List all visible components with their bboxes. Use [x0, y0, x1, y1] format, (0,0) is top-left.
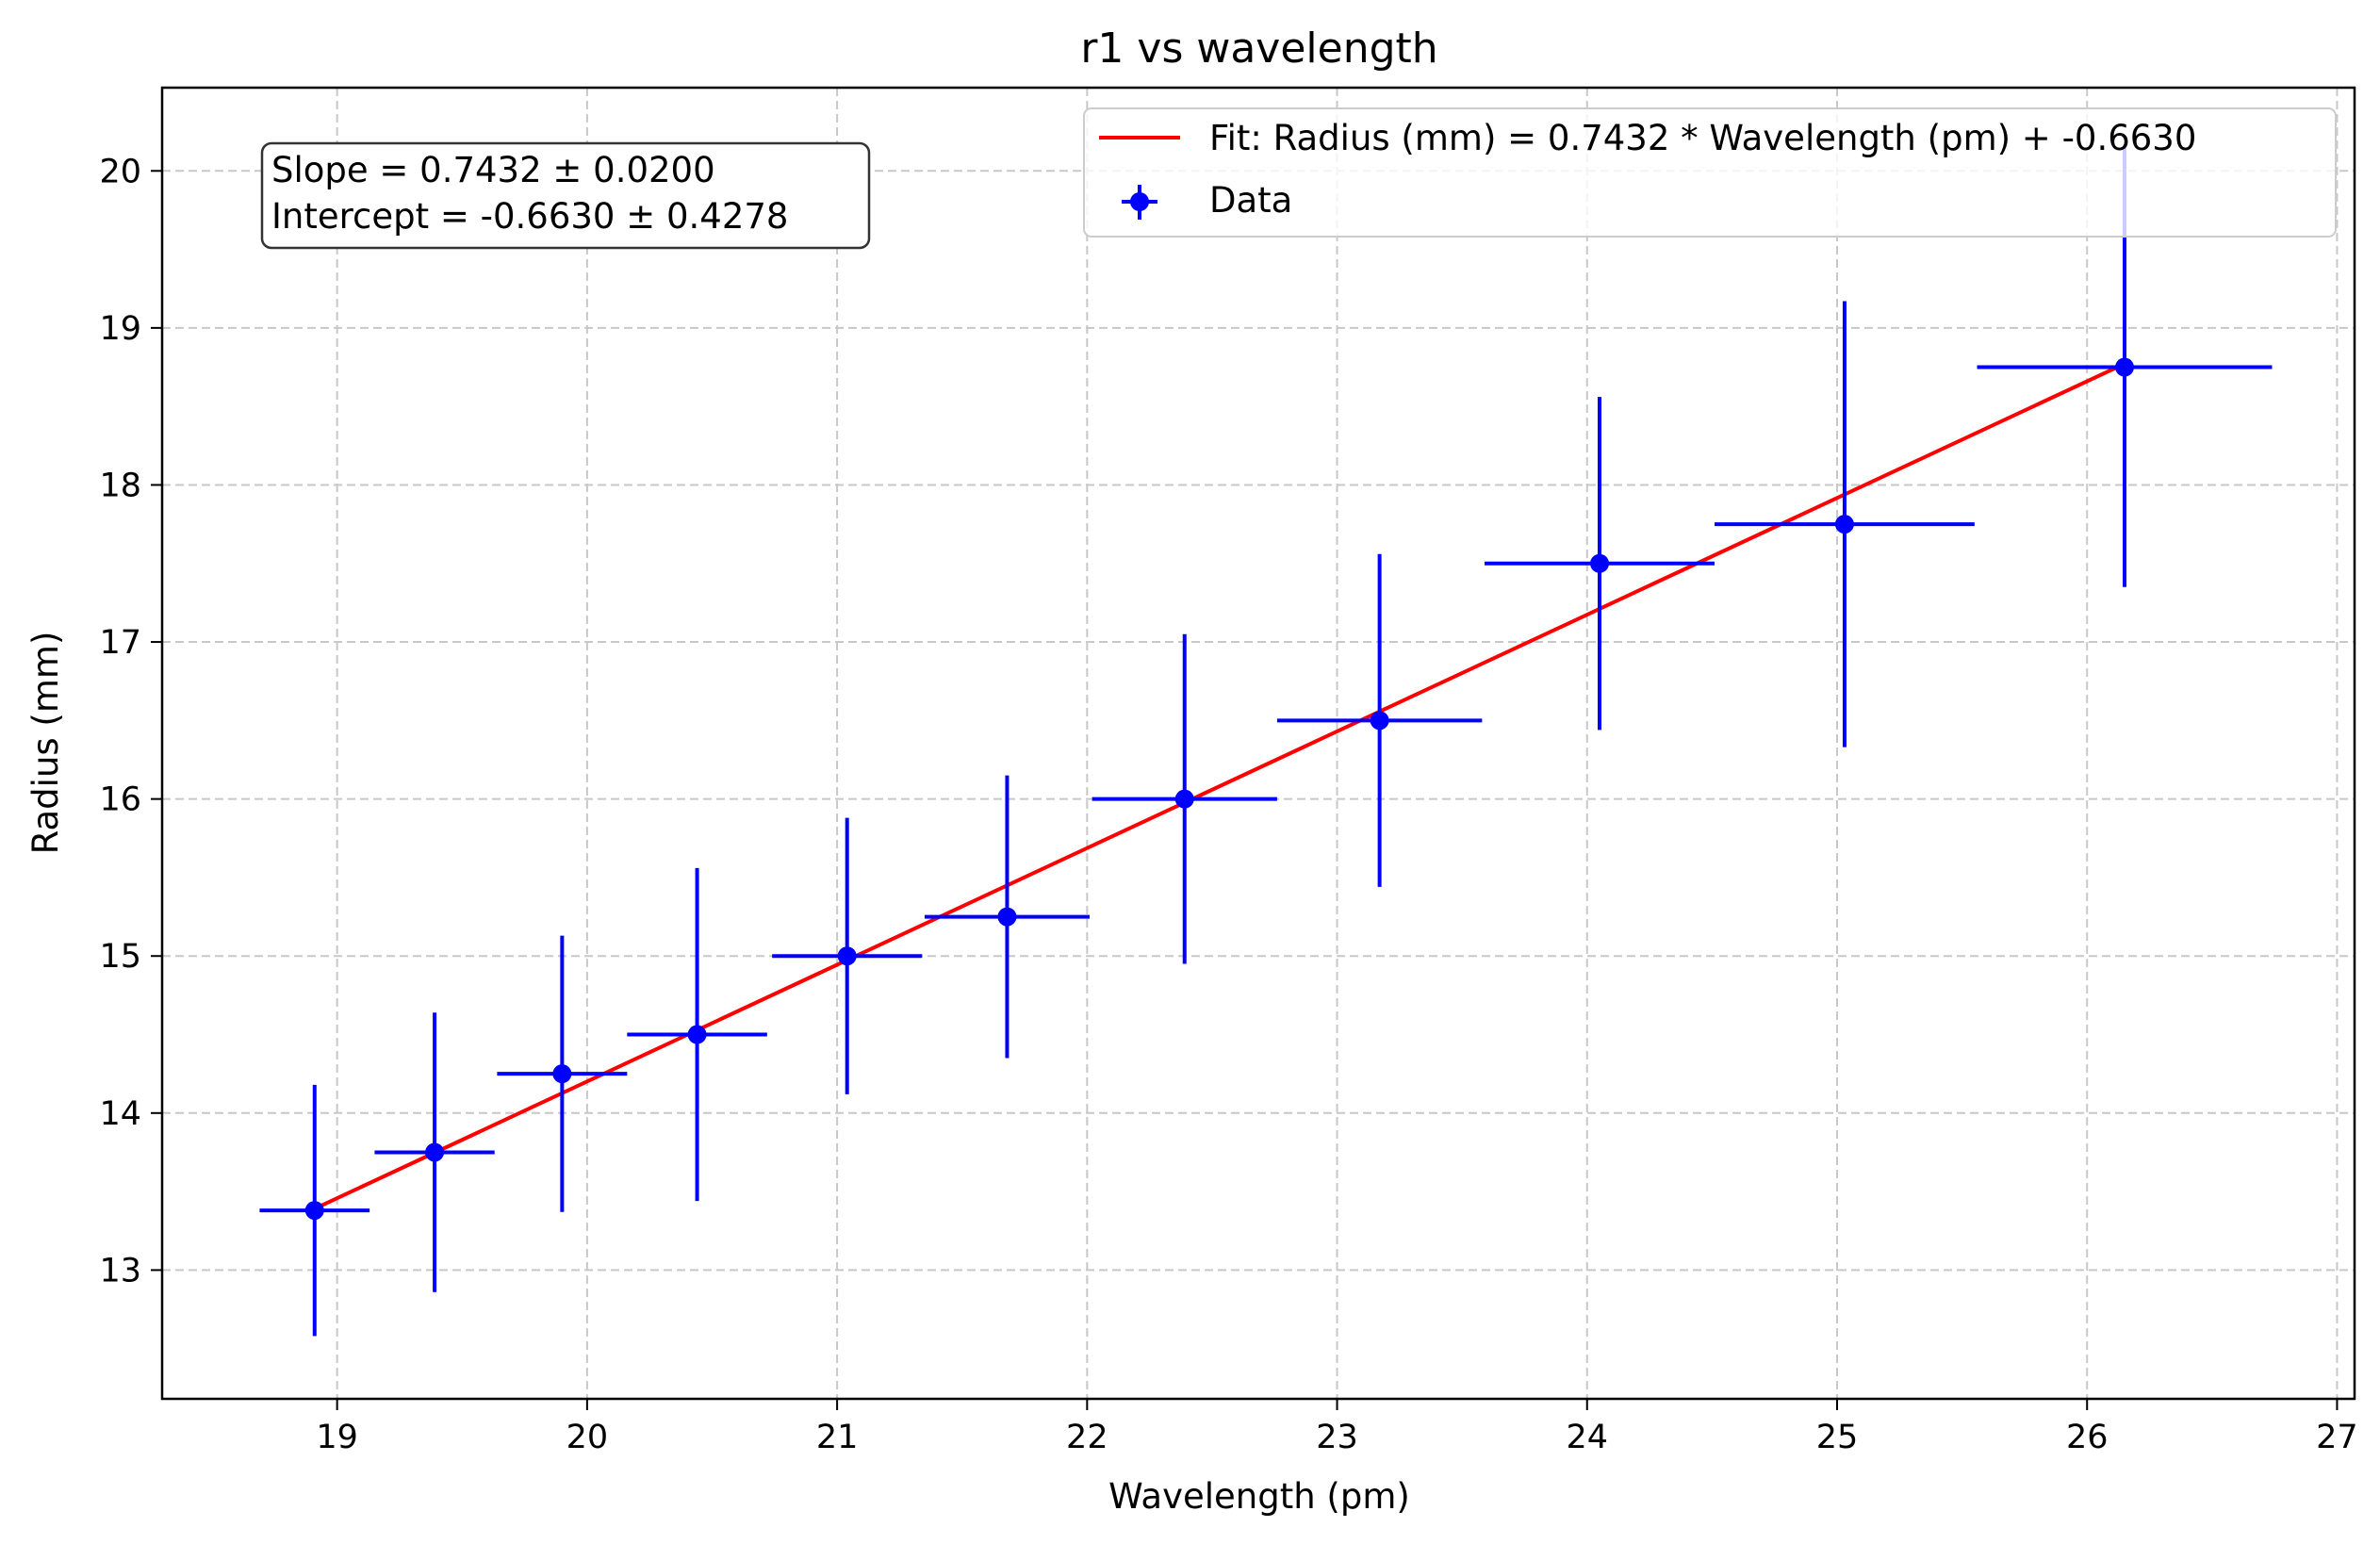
data-point — [1092, 633, 1277, 964]
data-marker — [687, 1025, 707, 1044]
legend-fit-label: Fit: Radius (mm) = 0.7432 * Wavelength (… — [1209, 118, 2196, 158]
x-tick-label: 26 — [2066, 1419, 2109, 1456]
x-tick-label: 23 — [1316, 1419, 1358, 1456]
y-tick-label: 17 — [99, 624, 141, 662]
y-tick-label: 14 — [99, 1095, 141, 1133]
x-tick-label: 24 — [1566, 1419, 1608, 1456]
x-tick-label: 19 — [316, 1419, 358, 1456]
y-tick-label: 19 — [99, 310, 141, 348]
data-point — [924, 775, 1090, 1059]
gridlines — [162, 88, 2355, 1399]
legend: Fit: Radius (mm) = 0.7432 * Wavelength (… — [1083, 107, 2337, 238]
stats-annotation-box — [260, 141, 871, 250]
data-marker — [997, 907, 1017, 927]
data-marker — [1590, 553, 1610, 573]
y-tick-label: 18 — [99, 467, 141, 504]
axis-ticks: 19 20 21 22 23 24 25 26 27 13 14 15 16 17 18 19 20 — [99, 153, 2357, 1456]
data-point — [1715, 301, 1975, 747]
y-tick-label: 16 — [99, 781, 141, 819]
y-tick-label: 13 — [99, 1252, 141, 1289]
data-marker — [1834, 515, 1854, 534]
data-marker — [425, 1142, 445, 1162]
x-tick-label: 20 — [566, 1419, 609, 1456]
data-point — [259, 1084, 370, 1337]
data-point — [497, 935, 628, 1212]
data-point — [374, 1012, 495, 1292]
legend-box — [1083, 107, 2337, 238]
x-axis-label: Wavelength (pm) — [1108, 1476, 1410, 1517]
data-point — [772, 817, 923, 1094]
legend-data-swatch — [1122, 185, 1157, 220]
stats-slope-text: Slope = 0.7432 ± 0.0200 — [271, 150, 715, 190]
data-marker — [304, 1201, 324, 1221]
x-tick-label: 27 — [2316, 1419, 2358, 1456]
fit-line — [313, 362, 2126, 1211]
y-tick-label: 15 — [99, 938, 141, 976]
data-marker — [2114, 357, 2134, 377]
stats-intercept-text: Intercept = -0.6630 ± 0.4278 — [271, 196, 788, 237]
x-tick-label: 25 — [1816, 1419, 1859, 1456]
plot-frame — [160, 86, 2356, 1401]
legend-data-label: Data — [1209, 180, 1292, 221]
data-point — [627, 867, 767, 1202]
data-point — [1276, 553, 1483, 887]
data-marker — [1370, 711, 1389, 731]
fit-line-layer — [313, 362, 2126, 1211]
data-marker — [1174, 789, 1194, 809]
x-tick-label: 21 — [816, 1419, 859, 1456]
data-marker — [552, 1064, 572, 1084]
chart-title: r1 vs wavelength — [1080, 25, 1437, 73]
data-points-layer — [259, 147, 2273, 1337]
data-point — [1485, 397, 1715, 731]
x-tick-label: 22 — [1066, 1419, 1108, 1456]
data-marker — [837, 946, 857, 966]
y-tick-label: 20 — [99, 153, 141, 190]
y-axis-label: Radius (mm) — [25, 632, 66, 855]
stats-annotation: Slope = 0.7432 ± 0.0200 Intercept = -0.6… — [260, 141, 871, 250]
